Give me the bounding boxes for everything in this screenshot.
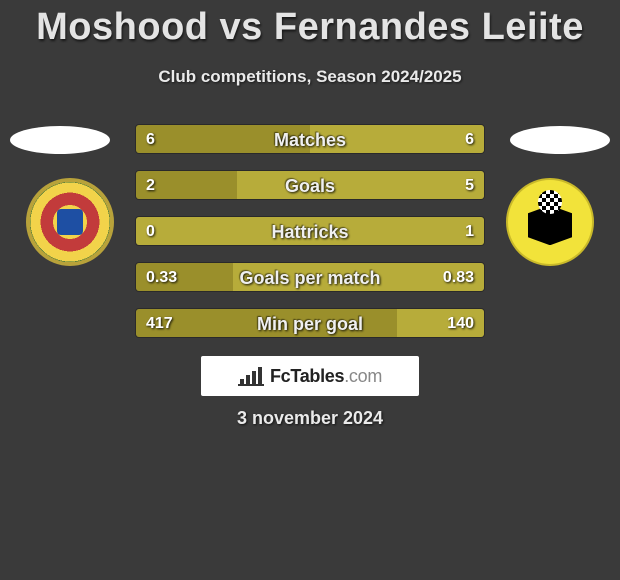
date-label: 3 november 2024	[0, 408, 620, 429]
stat-row: Goals2 5	[135, 170, 485, 200]
stat-label: Goals per match	[136, 263, 484, 292]
stat-value-left: 0.33	[146, 263, 177, 292]
player-left-placeholder	[10, 126, 110, 154]
stat-value-left: 417	[146, 309, 173, 338]
stat-label: Matches	[136, 125, 484, 154]
stat-value-left: 6	[146, 125, 155, 154]
stats-bars: Matches6 6 Goals2 5 Hattricks0 1 Goals per mat…	[135, 124, 485, 354]
stat-row: Min per goal417 140	[135, 308, 485, 338]
watermark-suffix: .com	[344, 366, 382, 386]
stat-value-left: 2	[146, 171, 155, 200]
stat-label: Goals	[136, 171, 484, 200]
page-title: Moshood vs Fernandes Leiite	[0, 0, 620, 49]
bars-chart-icon	[238, 365, 264, 387]
stat-value-right: 140	[447, 309, 474, 338]
watermark: FcTables.com	[201, 356, 419, 396]
stat-value-right: 5	[465, 171, 474, 200]
stat-row: Hattricks0 1	[135, 216, 485, 246]
stat-value-left: 0	[146, 217, 155, 246]
stat-row: Matches6 6	[135, 124, 485, 154]
stat-row: Goals per match0.33 0.83	[135, 262, 485, 292]
stat-value-right: 1	[465, 217, 474, 246]
stat-label: Min per goal	[136, 309, 484, 338]
subtitle: Club competitions, Season 2024/2025	[0, 67, 620, 87]
comparison-card: Moshood vs Fernandes Leiite Club competi…	[0, 0, 620, 580]
stat-value-right: 0.83	[443, 263, 474, 292]
club-crest-right	[506, 178, 594, 266]
player-right-placeholder	[510, 126, 610, 154]
watermark-brand: FcTables	[270, 366, 344, 386]
watermark-text: FcTables.com	[270, 366, 382, 387]
club-crest-left	[26, 178, 114, 266]
stat-label: Hattricks	[136, 217, 484, 246]
stat-value-right: 6	[465, 125, 474, 154]
